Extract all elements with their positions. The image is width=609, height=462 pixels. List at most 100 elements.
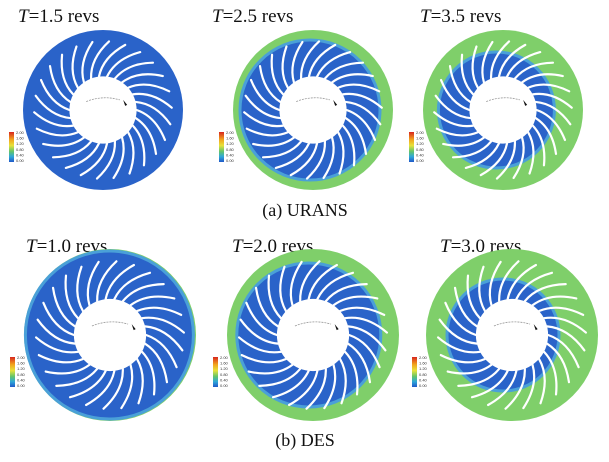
panel: T=2.5 revs 2.001.601.200.800.400.00 (212, 6, 393, 190)
blade (439, 353, 487, 364)
hub-mark (333, 99, 338, 106)
blade (51, 140, 93, 159)
blade (545, 325, 586, 352)
blade (299, 40, 321, 80)
blade (48, 65, 72, 104)
blade (478, 265, 487, 313)
blade (84, 369, 116, 407)
blade (534, 116, 558, 155)
hub (469, 76, 537, 144)
blade (446, 363, 493, 375)
blade (479, 142, 509, 177)
caption: (b) DES (275, 430, 335, 451)
colorbar-label: 0.00 (220, 383, 229, 388)
blade (127, 131, 135, 175)
blade (512, 136, 525, 180)
hub (279, 76, 347, 144)
blade (348, 333, 381, 369)
blade (341, 92, 383, 109)
blade (135, 357, 144, 405)
colorbar-label: 1.20 (220, 366, 229, 371)
blade (315, 51, 352, 78)
blade (113, 271, 152, 301)
hub-mark (334, 324, 339, 331)
hub-arc (486, 97, 520, 102)
colorbar-label: 1.20 (16, 141, 25, 146)
blade (506, 263, 538, 301)
blade (527, 131, 535, 175)
blade (343, 350, 359, 396)
blade (135, 306, 183, 317)
hub-arc (86, 97, 120, 102)
blade (337, 131, 345, 175)
blade (254, 286, 280, 328)
colorbar-label: 1.60 (17, 361, 26, 366)
blade (143, 342, 169, 384)
blade (433, 111, 475, 128)
colorbar-label: 2.00 (220, 355, 229, 360)
blade (343, 316, 389, 334)
colorbar-label: 2.00 (416, 130, 425, 135)
hub (276, 298, 350, 372)
blade (338, 357, 347, 405)
blade (466, 274, 482, 320)
blade (271, 369, 310, 399)
colorbar-label: 0.80 (17, 372, 26, 377)
blade (120, 363, 134, 410)
colorbar (409, 132, 414, 162)
colorbar-label: 0.80 (419, 372, 428, 377)
blade (291, 40, 304, 84)
blade (270, 53, 285, 96)
blade (102, 367, 124, 410)
blade (237, 336, 283, 354)
colorbar-label: 0.80 (220, 372, 229, 377)
blade (346, 342, 372, 384)
blade (140, 316, 186, 334)
blade (60, 53, 75, 96)
blade (537, 306, 585, 317)
blade (64, 274, 80, 320)
blade (113, 61, 155, 80)
blade (323, 363, 337, 410)
blade (36, 318, 77, 345)
blade (537, 357, 546, 405)
blade (44, 363, 91, 375)
hub-mark (131, 324, 136, 331)
blade (471, 45, 479, 89)
blade (51, 286, 77, 328)
blade (105, 51, 142, 78)
blade (134, 100, 172, 126)
blade (131, 124, 146, 167)
colorbar-label: 0.40 (220, 377, 229, 382)
blade (457, 367, 501, 387)
blade (279, 265, 288, 313)
colorbar-label: 1.20 (416, 141, 425, 146)
blade (346, 325, 387, 352)
hub-arc (91, 321, 129, 327)
colorbar-label: 0.40 (17, 377, 26, 382)
blade (316, 271, 355, 301)
blade (535, 108, 567, 142)
blade (531, 92, 573, 109)
colorbar-label: 1.60 (226, 136, 235, 141)
blade (42, 136, 86, 147)
blade (247, 363, 294, 375)
blade (112, 136, 125, 180)
label-text: =1.5 revs (29, 6, 100, 27)
blade (37, 353, 85, 364)
blade (520, 73, 564, 84)
blade (239, 318, 280, 345)
blade (258, 367, 302, 387)
blade (442, 136, 486, 147)
blade (344, 100, 382, 126)
panel: T=3.5 revs 2.001.601.200.800.400.00 (409, 6, 583, 190)
blade (439, 78, 471, 112)
blade (258, 65, 282, 104)
blade (448, 65, 472, 104)
blade (434, 94, 472, 120)
blade (81, 40, 94, 84)
blade (244, 94, 282, 120)
symbol: T (212, 6, 224, 27)
blade (249, 78, 281, 112)
